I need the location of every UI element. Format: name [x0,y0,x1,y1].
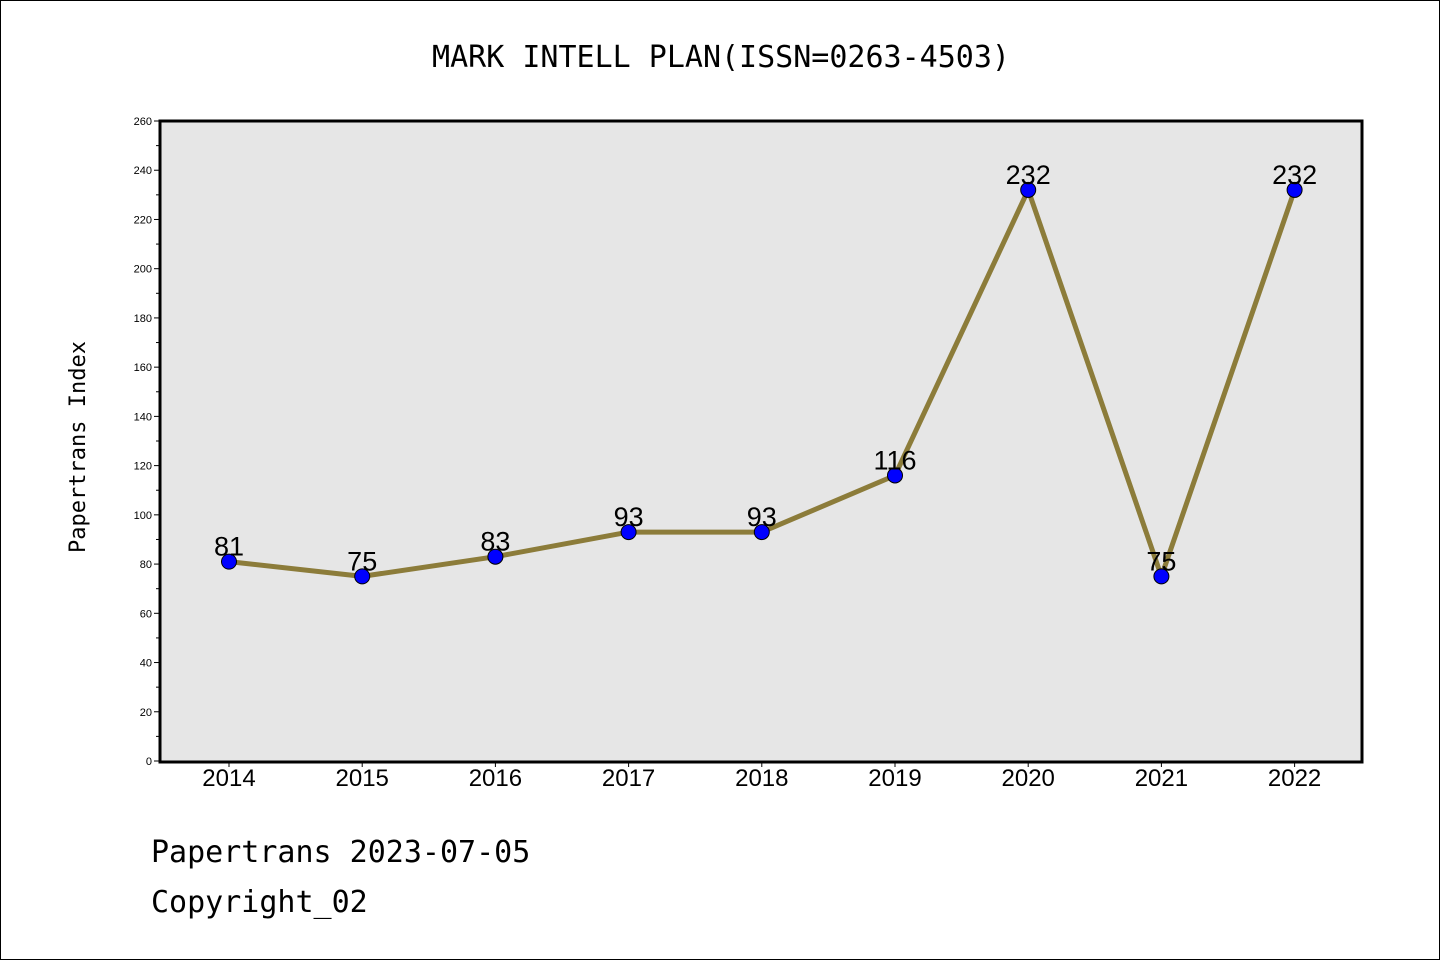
data-point [753,524,770,541]
data-label: 232 [1272,160,1317,190]
data-label: 81 [214,532,244,562]
data-point [620,524,637,541]
x-axis: 2014 2015 2016 2017 2018 2019 2020 2021 2022 [202,761,1321,792]
data-point [354,568,371,585]
data-point [1286,181,1303,198]
chart-title: MARK INTELL PLAN(ISSN=0263-4503) [432,40,1010,75]
x-tick-label: 2018 [735,765,788,792]
y-tick-label: 200 [134,264,152,276]
y-tick-label: 240 [134,165,152,177]
footer-copyright: Copyright_02 [151,885,368,920]
data-label: 83 [480,527,510,557]
y-tick-label: 60 [140,608,152,620]
data-label: 116 [873,445,916,475]
x-tick-label: 2017 [602,765,655,792]
y-tick-label: 80 [140,559,152,571]
x-tick-label: 2016 [469,765,522,792]
data-label: 93 [614,502,644,532]
plot-area [158,119,1364,764]
y-tick-label: 120 [134,461,152,473]
y-tick-label: 0 [146,756,152,768]
data-label: 75 [347,546,377,576]
y-tick-label: 100 [134,510,152,522]
data-label: 232 [1006,160,1051,190]
x-tick-label: 2022 [1268,765,1321,792]
y-tick-label: 140 [134,411,152,423]
x-tick-label: 2014 [202,765,255,792]
data-point [487,548,504,565]
y-tick-label: 160 [134,362,152,374]
data-point [221,553,237,570]
y-tick-label: 180 [134,313,152,325]
y-tick-label: 260 [134,116,152,128]
data-label: 75 [1146,546,1176,576]
y-tick-label: 220 [134,214,152,226]
footer-date: Papertrans 2023-07-05 [151,835,531,870]
y-tick-label: 20 [140,707,152,719]
x-tick-label: 2019 [868,765,921,792]
x-tick-label: 2020 [1002,765,1055,792]
x-tick-label: 2021 [1135,765,1188,792]
x-tick-label: 2015 [336,765,389,792]
y-tick-label: 40 [140,658,152,670]
data-label: 93 [747,502,777,532]
data-point [887,467,903,484]
y-axis: 0 20 40 60 80 100 120 140 160 180 200 220 240 260 [134,116,160,768]
data-point [1153,568,1170,585]
data-point [1020,181,1037,198]
y-axis-label: Papertrans Index [66,341,91,553]
data-labels: 81 75 83 93 93 116 232 75 232 [214,160,1317,576]
data-points [221,181,1303,585]
